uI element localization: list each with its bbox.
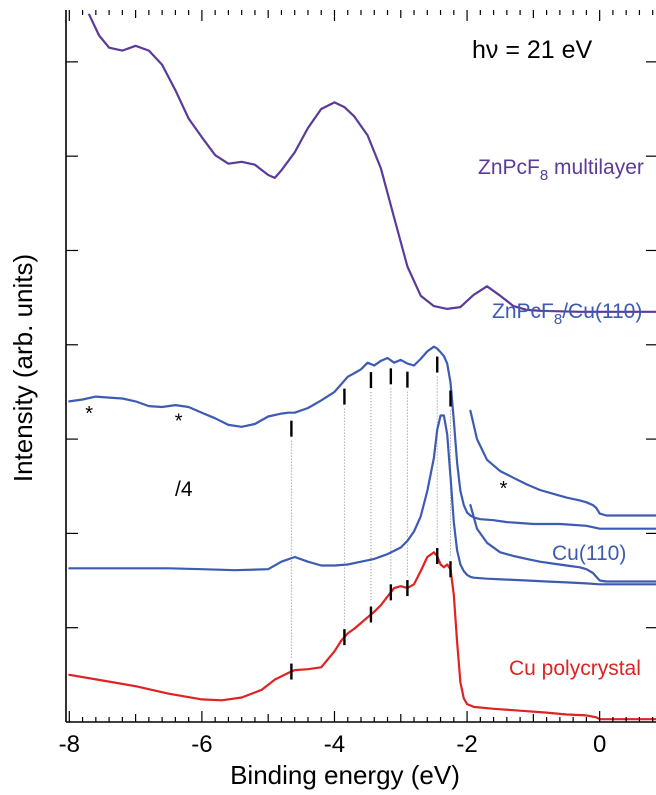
satellite-asterisk: * bbox=[500, 478, 508, 500]
x-tick-label: -6 bbox=[191, 731, 212, 758]
series-lines bbox=[68, 13, 656, 721]
series-line-interface-2 bbox=[469, 409, 656, 517]
series-label-cu110: Cu(110) bbox=[552, 542, 626, 565]
peak-markers: * * * bbox=[85, 356, 508, 680]
series-line-polycrystal bbox=[68, 551, 656, 721]
series-line-cu110-1 bbox=[68, 414, 656, 586]
series-line-interface-1 bbox=[68, 345, 656, 530]
x-tick-label: -8 bbox=[59, 731, 80, 758]
y-axis-title: Intensity (arb. units) bbox=[8, 254, 38, 482]
satellite-asterisk: * bbox=[175, 411, 183, 433]
series-line-multilayer bbox=[88, 13, 656, 313]
series-label-multilayer: ZnPcF8 multilayer bbox=[478, 156, 644, 184]
x-tick-label: 0 bbox=[593, 731, 606, 758]
x-tick-label: -4 bbox=[324, 731, 345, 758]
scale-factor-label: /4 bbox=[175, 478, 193, 501]
axis-ticks: -8 -6 -4 -2 0 bbox=[59, 10, 656, 758]
series-label-polycrystal: Cu polycrystal bbox=[509, 657, 641, 680]
satellite-asterisk: * bbox=[85, 403, 93, 425]
x-tick-label: -2 bbox=[456, 731, 477, 758]
guide-lines bbox=[290, 376, 451, 660]
series-label-interface: ZnPcF8/Cu(110) bbox=[492, 300, 642, 328]
photon-energy-label: hν = 21 eV bbox=[472, 36, 593, 64]
x-axis-title: Binding energy (eV) bbox=[230, 760, 460, 790]
axes bbox=[65, 10, 656, 723]
series-line-cu110-2 bbox=[469, 504, 656, 583]
